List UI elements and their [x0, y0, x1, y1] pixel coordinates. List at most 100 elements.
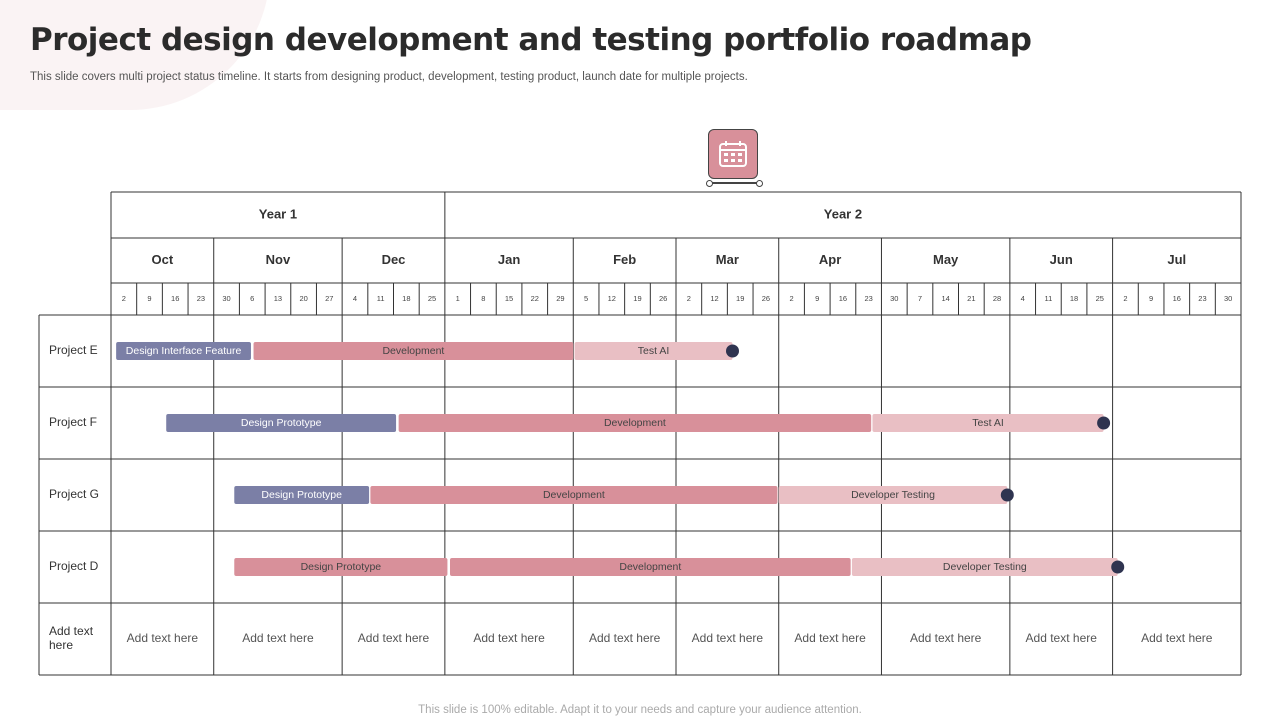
project-label: Project F [49, 415, 97, 429]
month-label: May [933, 252, 959, 267]
week-day-label: 11 [377, 294, 385, 303]
project-label: Project E [49, 343, 98, 357]
notes-cell: Add text here [1026, 631, 1098, 645]
task-bar-testing [851, 558, 1118, 576]
calendar-stand-dot [756, 180, 763, 187]
week-day-label: 4 [353, 294, 357, 303]
week-day-label: 1 [456, 294, 460, 303]
task-label: Design Prototype [261, 489, 342, 501]
week-day-label: 6 [250, 294, 254, 303]
calendar-stand-dot [706, 180, 713, 187]
task-label: Development [604, 417, 666, 429]
week-day-label: 12 [710, 294, 718, 303]
project-label: Project D [49, 559, 99, 573]
week-day-label: 30 [890, 294, 898, 303]
month-label: Dec [382, 252, 406, 267]
week-day-label: 28 [993, 294, 1001, 303]
week-day-label: 19 [633, 294, 641, 303]
month-label: Nov [266, 252, 291, 267]
task-bar-design [166, 414, 397, 432]
month-label: Apr [819, 252, 841, 267]
task-bar-development [253, 342, 574, 360]
week-day-label: 25 [428, 294, 436, 303]
notes-cell: Add text here [127, 631, 199, 645]
task-bar-design [234, 486, 370, 504]
month-label: Oct [152, 252, 174, 267]
milestone-dot [1111, 560, 1125, 574]
week-day-label: 25 [1096, 294, 1104, 303]
month-label: Jun [1050, 252, 1073, 267]
week-day-label: 27 [325, 294, 333, 303]
task-bar-development [370, 486, 778, 504]
task-bar-development [234, 558, 448, 576]
task-bar-testing [574, 342, 733, 360]
week-day-label: 18 [402, 294, 410, 303]
notes-cell: Add text here [473, 631, 545, 645]
week-day-label: 2 [1123, 294, 1127, 303]
calendar-badge [706, 129, 763, 189]
notes-cell: Add text here [910, 631, 982, 645]
week-day-label: 18 [1070, 294, 1078, 303]
notes-cell: Add text here [692, 631, 764, 645]
notes-cell: Add text here [1141, 631, 1213, 645]
week-day-label: 5 [584, 294, 588, 303]
task-label: Test AI [638, 345, 670, 357]
week-day-label: 2 [122, 294, 126, 303]
task-label: Design Prototype [301, 561, 382, 573]
footer-note: This slide is 100% editable. Adapt it to… [418, 704, 862, 716]
notes-cell: Add text here [242, 631, 314, 645]
page-subtitle: This slide covers multi project status t… [30, 71, 748, 83]
week-day-label: 22 [531, 294, 539, 303]
week-day-label: 16 [1173, 294, 1181, 303]
year-label: Year 1 [259, 206, 297, 221]
week-day-label: 12 [608, 294, 616, 303]
week-day-label: 23 [197, 294, 205, 303]
week-day-label: 14 [941, 294, 949, 303]
week-day-label: 8 [481, 294, 485, 303]
page-title: Project design development and testing p… [30, 22, 1032, 58]
month-label: Jul [1167, 252, 1186, 267]
week-day-label: 2 [687, 294, 691, 303]
project-label: Project G [49, 487, 99, 501]
milestone-dot [1097, 416, 1111, 430]
task-label: Development [543, 489, 605, 501]
year-label: Year 2 [824, 206, 862, 221]
week-day-label: 9 [147, 294, 151, 303]
task-label: Development [382, 345, 444, 357]
week-day-label: 21 [967, 294, 975, 303]
task-label: Developer Testing [943, 561, 1027, 573]
milestone-dot [1000, 488, 1014, 502]
week-day-label: 16 [839, 294, 847, 303]
week-day-label: 7 [918, 294, 922, 303]
week-day-label: 9 [1149, 294, 1153, 303]
calendar-stand-line [708, 182, 760, 184]
week-day-label: 26 [762, 294, 770, 303]
task-label: Developer Testing [851, 489, 935, 501]
notes-cell: Add text here [794, 631, 866, 645]
month-label: Jan [498, 252, 520, 267]
week-day-label: 30 [1224, 294, 1232, 303]
task-label: Development [619, 561, 681, 573]
week-day-label: 15 [505, 294, 513, 303]
task-bar-development [398, 414, 872, 432]
week-day-label: 11 [1044, 294, 1052, 303]
week-day-label: 30 [222, 294, 230, 303]
week-day-label: 23 [864, 294, 872, 303]
week-day-label: 26 [659, 294, 667, 303]
week-day-label: 23 [1198, 294, 1206, 303]
month-label: Feb [613, 252, 636, 267]
month-label: Mar [716, 252, 739, 267]
milestone-dot [726, 344, 739, 358]
task-label: Design Prototype [241, 417, 322, 429]
week-day-label: 13 [274, 294, 282, 303]
notes-row-label: Add text here [49, 624, 94, 652]
week-day-label: 29 [556, 294, 564, 303]
task-label: Design Interface Feature [126, 345, 242, 357]
task-bar-design [116, 342, 251, 360]
notes-cell: Add text here [358, 631, 430, 645]
week-day-label: 9 [815, 294, 819, 303]
task-bar-development [450, 558, 851, 576]
week-day-label: 2 [789, 294, 793, 303]
task-label: Test AI [972, 417, 1004, 429]
